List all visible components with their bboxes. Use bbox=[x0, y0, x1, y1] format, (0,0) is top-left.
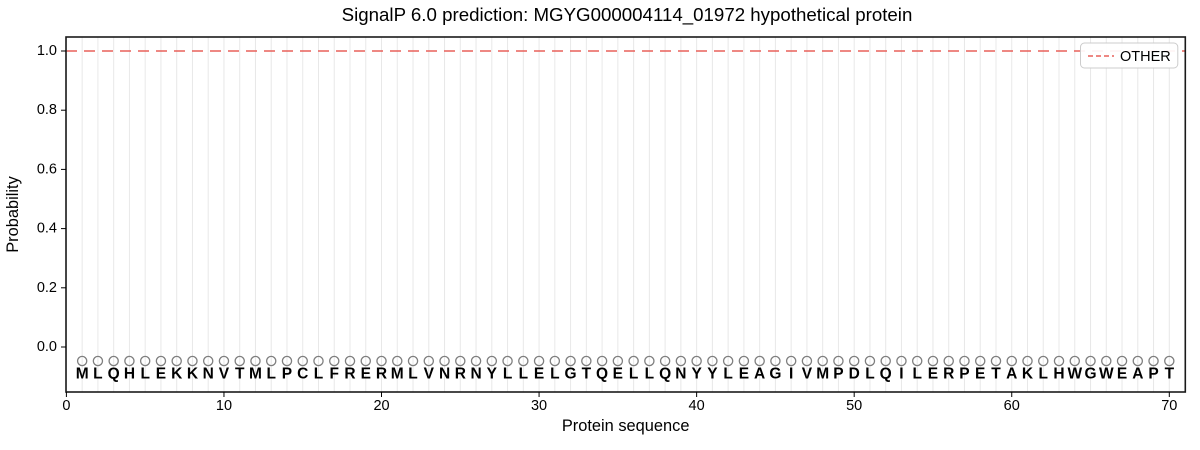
svg-text:L: L bbox=[408, 365, 417, 382]
svg-text:L: L bbox=[1039, 365, 1048, 382]
svg-text:E: E bbox=[928, 365, 938, 382]
svg-text:W: W bbox=[1067, 365, 1082, 382]
svg-text:N: N bbox=[470, 365, 481, 382]
svg-text:G: G bbox=[769, 365, 781, 382]
svg-text:T: T bbox=[1165, 365, 1175, 382]
svg-text:0.2: 0.2 bbox=[37, 280, 57, 296]
svg-text:N: N bbox=[439, 365, 450, 382]
svg-text:K: K bbox=[187, 365, 199, 382]
svg-text:N: N bbox=[203, 365, 214, 382]
svg-text:L: L bbox=[266, 365, 275, 382]
svg-text:M: M bbox=[249, 365, 262, 382]
svg-text:R: R bbox=[943, 365, 954, 382]
svg-text:N: N bbox=[675, 365, 686, 382]
svg-text:C: C bbox=[297, 365, 308, 382]
svg-text:E: E bbox=[361, 365, 371, 382]
svg-text:60: 60 bbox=[1004, 398, 1020, 414]
svg-text:P: P bbox=[959, 365, 969, 382]
svg-text:R: R bbox=[455, 365, 466, 382]
svg-text:0.0: 0.0 bbox=[37, 339, 57, 355]
svg-text:V: V bbox=[802, 365, 813, 382]
svg-text:R: R bbox=[376, 365, 387, 382]
svg-text:OTHER: OTHER bbox=[1120, 49, 1171, 65]
svg-text:Q: Q bbox=[880, 365, 892, 382]
svg-text:P: P bbox=[833, 365, 843, 382]
svg-text:T: T bbox=[235, 365, 245, 382]
svg-text:R: R bbox=[344, 365, 355, 382]
svg-text:W: W bbox=[1099, 365, 1114, 382]
svg-text:L: L bbox=[629, 365, 638, 382]
svg-text:L: L bbox=[865, 365, 874, 382]
svg-text:V: V bbox=[219, 365, 230, 382]
svg-text:50: 50 bbox=[846, 398, 862, 414]
svg-text:P: P bbox=[1148, 365, 1158, 382]
svg-text:1.0: 1.0 bbox=[37, 43, 57, 59]
svg-text:E: E bbox=[534, 365, 544, 382]
svg-text:M: M bbox=[816, 365, 829, 382]
svg-text:G: G bbox=[565, 365, 577, 382]
svg-text:Q: Q bbox=[596, 365, 608, 382]
svg-text:I: I bbox=[899, 365, 903, 382]
svg-text:Probability: Probability bbox=[4, 175, 22, 252]
svg-text:H: H bbox=[124, 365, 135, 382]
svg-text:L: L bbox=[645, 365, 654, 382]
svg-text:0: 0 bbox=[62, 398, 70, 414]
svg-text:E: E bbox=[739, 365, 749, 382]
svg-text:L: L bbox=[503, 365, 512, 382]
svg-text:V: V bbox=[424, 365, 435, 382]
svg-text:H: H bbox=[1053, 365, 1064, 382]
svg-text:0.6: 0.6 bbox=[37, 161, 57, 177]
svg-text:F: F bbox=[330, 365, 339, 382]
svg-text:Y: Y bbox=[487, 365, 498, 382]
svg-text:L: L bbox=[93, 365, 102, 382]
svg-text:P: P bbox=[282, 365, 292, 382]
svg-text:T: T bbox=[582, 365, 592, 382]
svg-text:Y: Y bbox=[691, 365, 702, 382]
svg-text:Q: Q bbox=[659, 365, 671, 382]
svg-text:10: 10 bbox=[216, 398, 232, 414]
svg-text:T: T bbox=[991, 365, 1001, 382]
svg-text:M: M bbox=[76, 365, 89, 382]
svg-text:G: G bbox=[1084, 365, 1096, 382]
svg-text:A: A bbox=[1132, 365, 1143, 382]
svg-text:E: E bbox=[613, 365, 623, 382]
svg-text:L: L bbox=[519, 365, 528, 382]
svg-text:I: I bbox=[789, 365, 793, 382]
svg-text:Q: Q bbox=[108, 365, 120, 382]
svg-text:A: A bbox=[1006, 365, 1017, 382]
svg-text:Protein sequence: Protein sequence bbox=[562, 417, 690, 435]
svg-text:40: 40 bbox=[689, 398, 705, 414]
svg-text:0.4: 0.4 bbox=[37, 221, 57, 237]
svg-text:L: L bbox=[550, 365, 559, 382]
svg-text:30: 30 bbox=[531, 398, 547, 414]
svg-text:K: K bbox=[1022, 365, 1034, 382]
svg-text:L: L bbox=[314, 365, 323, 382]
svg-text:70: 70 bbox=[1161, 398, 1177, 414]
svg-text:E: E bbox=[975, 365, 985, 382]
svg-text:E: E bbox=[156, 365, 166, 382]
svg-text:0.8: 0.8 bbox=[37, 102, 57, 118]
svg-text:Y: Y bbox=[707, 365, 718, 382]
svg-text:SignalP 6.0 prediction: MGYG00: SignalP 6.0 prediction: MGYG000004114_01… bbox=[342, 4, 913, 26]
svg-text:L: L bbox=[140, 365, 149, 382]
svg-text:L: L bbox=[723, 365, 732, 382]
svg-text:20: 20 bbox=[373, 398, 389, 414]
svg-text:A: A bbox=[754, 365, 765, 382]
svg-text:E: E bbox=[1117, 365, 1127, 382]
svg-text:D: D bbox=[849, 365, 860, 382]
svg-text:K: K bbox=[171, 365, 183, 382]
svg-text:L: L bbox=[912, 365, 921, 382]
svg-text:M: M bbox=[391, 365, 404, 382]
